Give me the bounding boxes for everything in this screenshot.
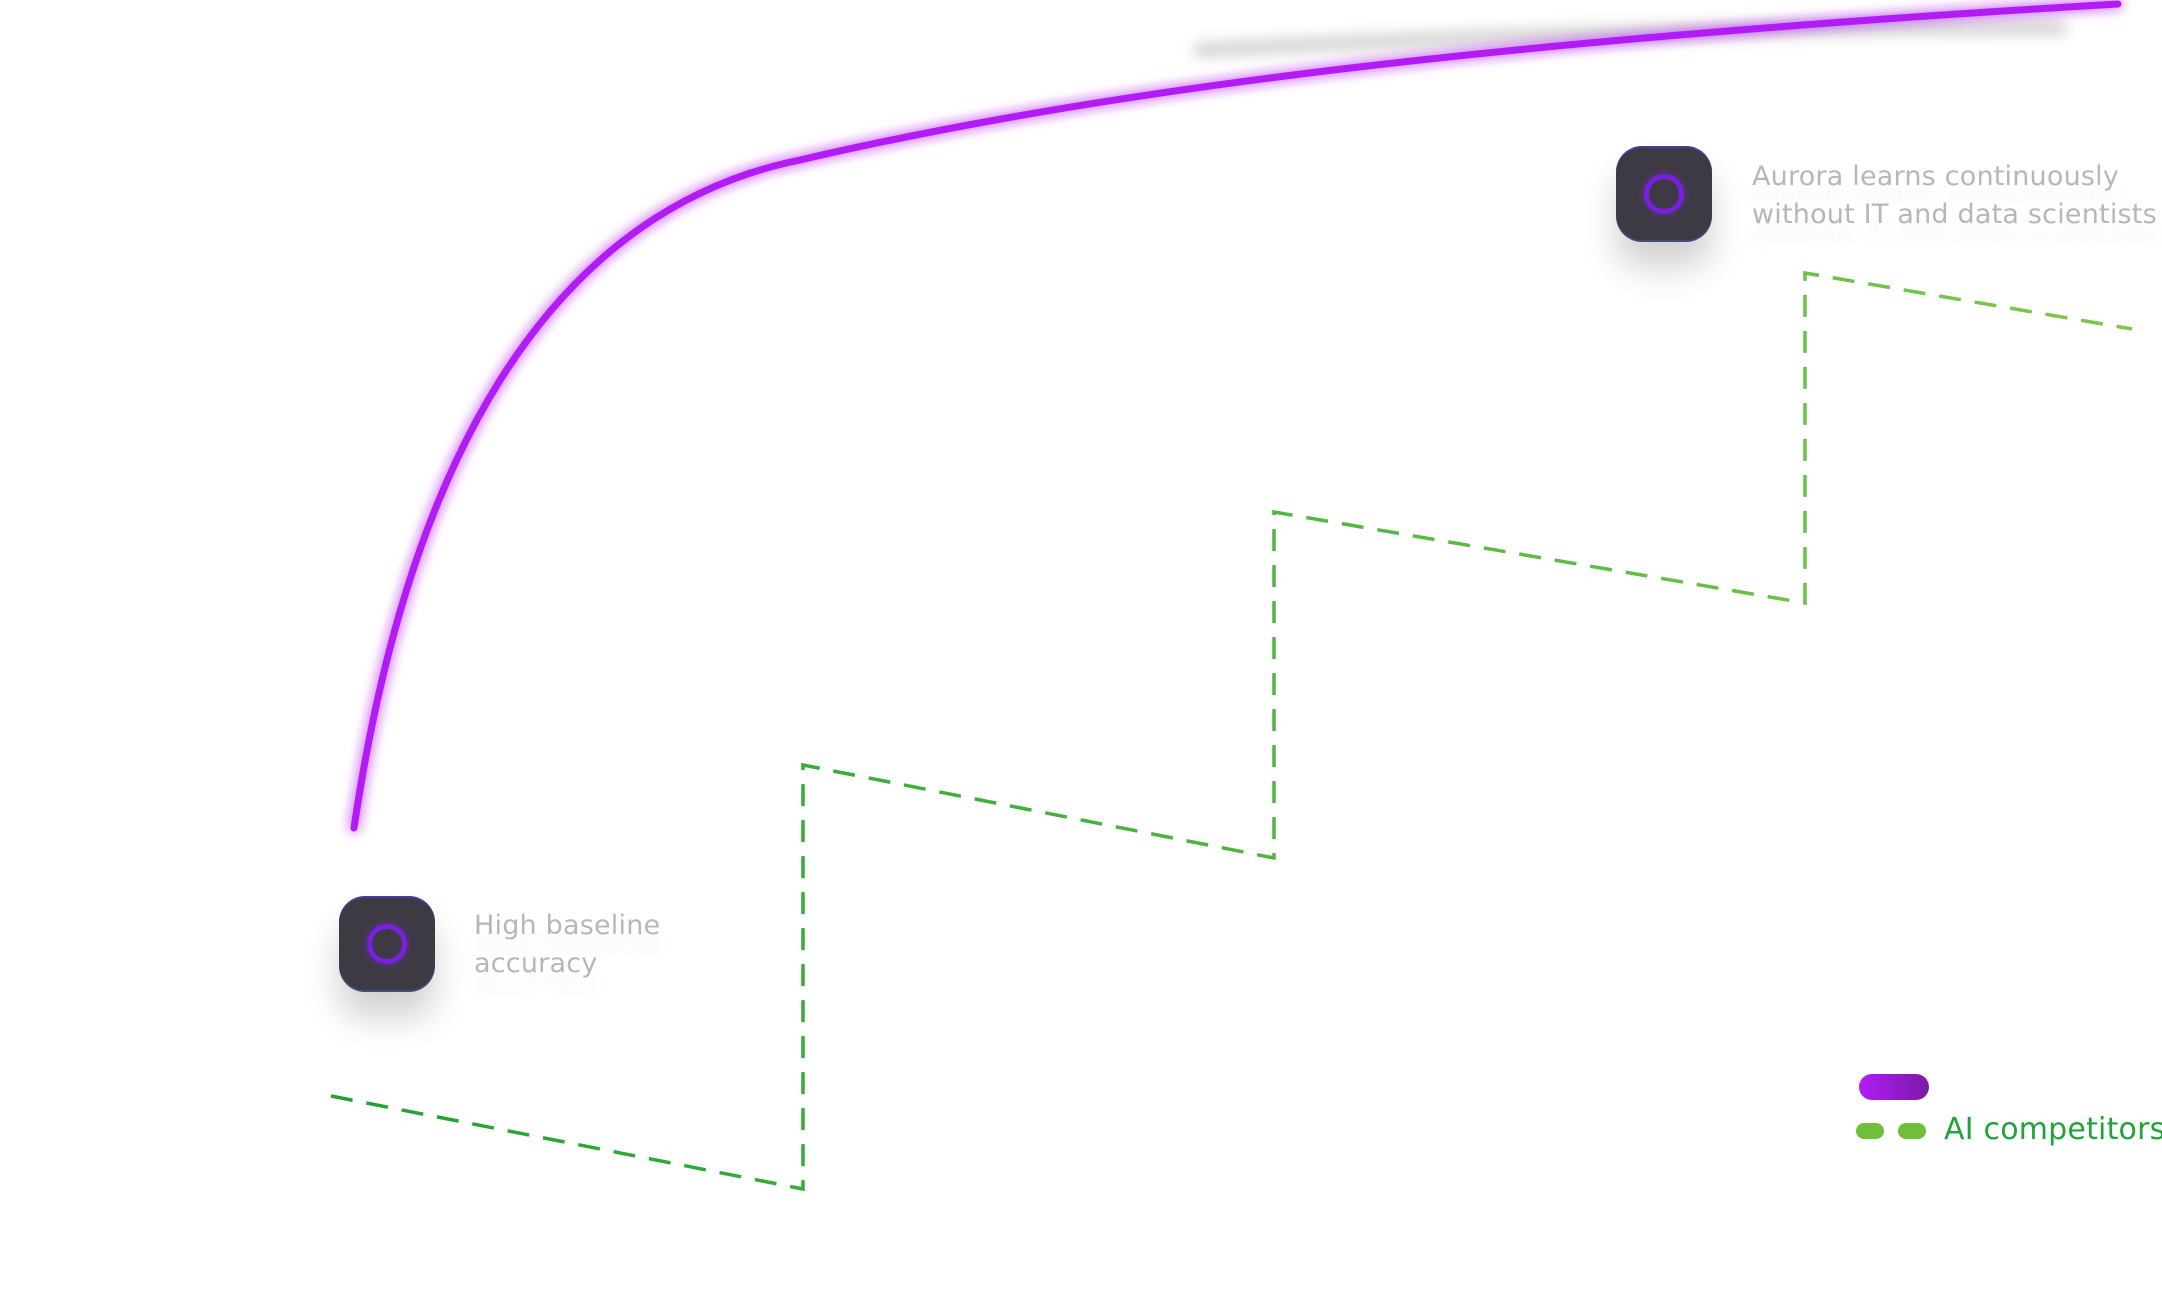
continuous-annotation: Aurora learns continuously without IT an… [1752, 158, 2157, 234]
baseline-annotation-line2: accuracy [474, 948, 598, 979]
continuous-node [1616, 146, 1712, 242]
legend-competitors-dash-2 [1898, 1123, 1926, 1139]
baseline-annotation: High baseline accuracy [474, 907, 660, 983]
continuous-annotation-line1: Aurora learns continuously [1752, 161, 2120, 192]
legend-competitors-label: AI competitors [1944, 1112, 2162, 1147]
aurora-curve-shadow [1193, 20, 2067, 57]
legend-competitors-dash-1 [1856, 1123, 1884, 1139]
aurora-curve [350, 0, 2122, 832]
aurora-ring-icon [367, 924, 407, 964]
baseline-annotation-line1: High baseline [474, 910, 661, 941]
baseline-node [339, 896, 435, 992]
competitors-step-line [330, 270, 2133, 1192]
legend-aurora-swatch [1859, 1074, 1929, 1100]
aurora-ring-icon [1644, 174, 1684, 214]
continuous-annotation-line2: without IT and data scientists [1752, 199, 2157, 230]
